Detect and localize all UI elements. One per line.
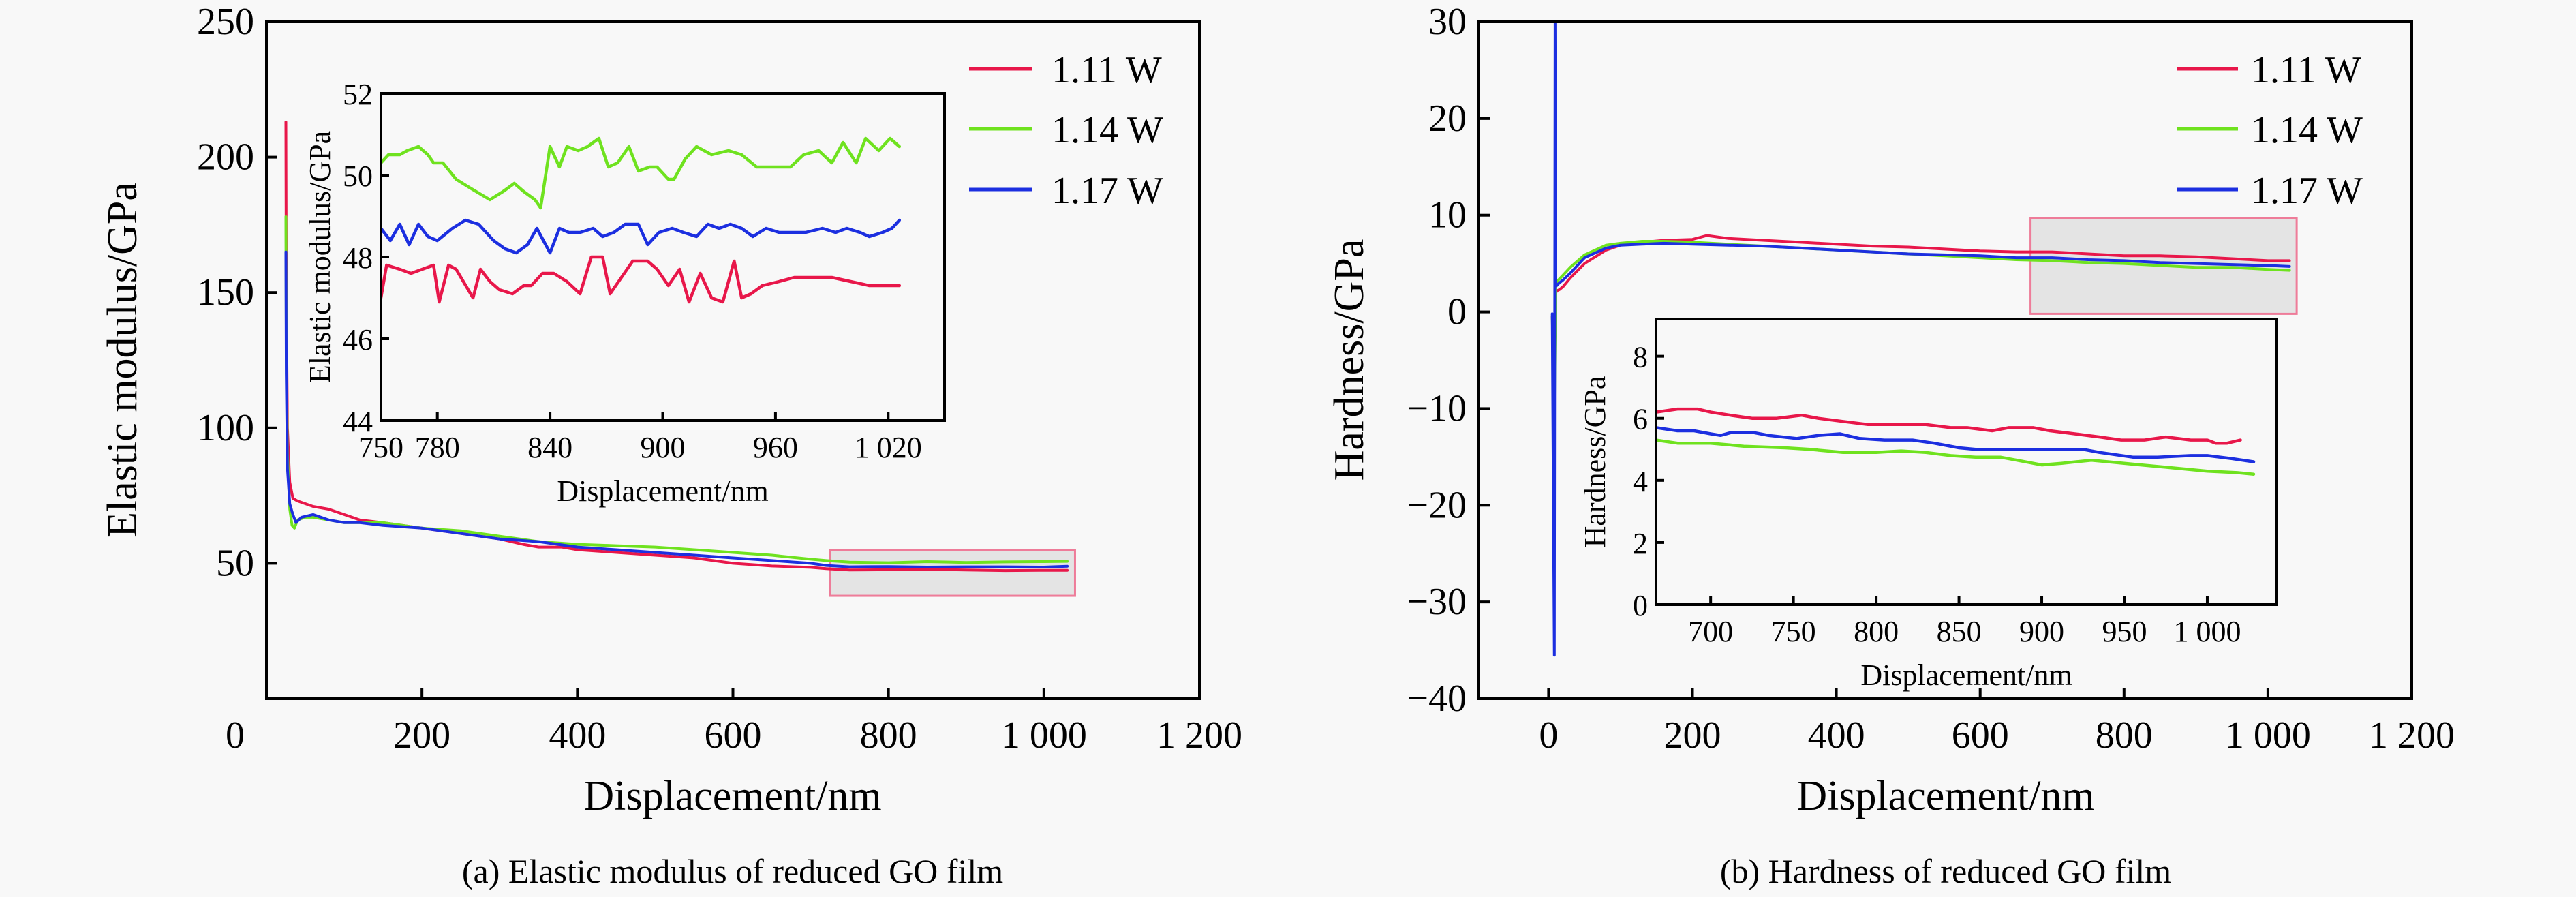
inset-y-tick-label: 6 [1633, 403, 1648, 436]
series-line-1-17-W [1550, 22, 2291, 657]
inset-y-axis-title: Hardness/GPa [1578, 376, 1612, 548]
x-tick-label: 200 [393, 714, 450, 757]
inset-series-line-1-14-W [1656, 438, 2256, 476]
x-tick-label: 600 [1952, 714, 2009, 757]
inset-y-tick-label: 2 [1633, 527, 1648, 560]
legend-label: 1.17 W [2251, 170, 2363, 212]
series-line-1-11-W [284, 121, 1069, 573]
inset-x-tick-label: 780 [415, 431, 460, 464]
x-tick-label: 0 [1539, 714, 1558, 757]
inset-series-group [1656, 407, 2256, 476]
inset-x-tick-label: 840 [527, 431, 572, 464]
zoom-region-highlight [829, 549, 1076, 597]
x-tick-label: 1 200 [2369, 714, 2455, 757]
x-tick-label: 200 [1663, 714, 1721, 757]
y-tick-label: −30 [1407, 581, 1467, 623]
inset-x-tick-label: 700 [1688, 615, 1733, 648]
x-tick-label: 1 000 [2225, 714, 2311, 757]
x-axis-title: Displacement/nm [583, 773, 881, 819]
y-tick-label: −20 [1407, 484, 1467, 526]
x-tick-label: 800 [860, 714, 917, 757]
y-tick-label: 0 [1447, 291, 1467, 333]
legend-label: 1.11 W [2251, 49, 2361, 91]
y-tick-label: 30 [1428, 1, 1467, 43]
y-tick-label: −40 [1407, 678, 1467, 720]
y-tick-label: 50 [216, 542, 254, 584]
y-tick-label: 200 [197, 136, 254, 179]
inset-x-tick-label: 950 [2102, 615, 2147, 648]
x-tick-label: 1 200 [1156, 714, 1242, 757]
inset-x-tick-label: 850 [1937, 615, 1982, 648]
inset-x-tick-label: 750 [1771, 615, 1816, 648]
series-line-1-11-W [1550, 234, 2291, 362]
inset-x-tick-label: 1 000 [2173, 615, 2241, 648]
legend-label: 1.14 W [1052, 109, 1163, 151]
y-axis-title: Hardness/GPa [1326, 239, 1373, 481]
y-tick-label: 100 [197, 407, 254, 449]
caption: (b) Hardness of reduced GO film [1720, 852, 2171, 890]
x-tick-label: 1 000 [1001, 714, 1087, 757]
inset-series-line-1-11-W [1656, 407, 2242, 445]
y-tick-label: −10 [1407, 387, 1467, 429]
series-group [284, 121, 1069, 573]
caption: (a) Elastic modulus of reduced GO film [462, 852, 1003, 890]
inset-y-tick-label: 50 [343, 159, 373, 193]
plot-frame [1477, 20, 2413, 700]
inset-background [381, 93, 945, 421]
y-axis-title: Elastic modulus/GPa [99, 182, 146, 538]
inset-x-tick-label: 900 [2019, 615, 2064, 648]
inset-x-tick-label: 900 [641, 431, 686, 464]
legend-label: 1.11 W [1052, 49, 1162, 91]
x-axis-title: Displacement/nm [1796, 773, 2094, 819]
inset-series-group [381, 136, 902, 304]
x-tick-label: 0 [226, 714, 245, 757]
series-group [1550, 22, 2291, 657]
legend-label: 1.14 W [2251, 109, 2363, 151]
panel-hardness: Hardness/GPa Displacement/nm (b) Hardnes… [1326, 1, 2455, 890]
inset-y-axis-title: Elastic modulus/GPa [303, 131, 337, 383]
inset-y-tick-label: 44 [343, 405, 373, 438]
x-tick-label: 400 [1808, 714, 1865, 757]
inset-y-tick-label: 46 [343, 323, 373, 356]
inset-y-tick-label: 8 [1633, 341, 1648, 374]
x-tick-label: 400 [549, 714, 606, 757]
y-tick-label: 150 [197, 271, 254, 314]
legend-label: 1.17 W [1052, 170, 1163, 212]
inset-series-line-1-17-W [1656, 426, 2256, 463]
inset-background [1656, 319, 2277, 605]
inset-y-tick-label: 4 [1633, 465, 1648, 498]
inset-x-tick-label: 750 [358, 431, 403, 464]
panel-elastic-modulus: Elastic modulus/GPa Displacement/nm (a) … [99, 1, 1242, 890]
inset-y-tick-label: 52 [343, 78, 373, 111]
inset-frame [380, 92, 946, 422]
y-tick-label: 20 [1428, 97, 1467, 140]
inset-y-tick-label: 0 [1633, 589, 1648, 622]
inset-x-tick-label: 1 020 [855, 431, 922, 464]
inset-x-tick-label: 960 [753, 431, 798, 464]
inset-series-line-1-14-W [381, 136, 902, 210]
inset-series-line-1-17-W [381, 218, 902, 255]
x-tick-label: 800 [2096, 714, 2153, 757]
inset-x-tick-label: 800 [1854, 615, 1899, 648]
x-tick-label: 600 [705, 714, 762, 757]
inset-frame [1655, 318, 2278, 606]
plot-frame [265, 20, 1201, 700]
inset-series-line-1-11-W [381, 255, 902, 304]
series-line-1-17-W [284, 250, 1069, 568]
y-tick-label: 10 [1428, 194, 1467, 237]
inset-x-axis-title: Displacement/nm [557, 474, 768, 508]
inset-x-axis-title: Displacement/nm [1860, 658, 2072, 692]
y-tick-label: 250 [197, 1, 254, 43]
inset-y-tick-label: 48 [343, 241, 373, 275]
